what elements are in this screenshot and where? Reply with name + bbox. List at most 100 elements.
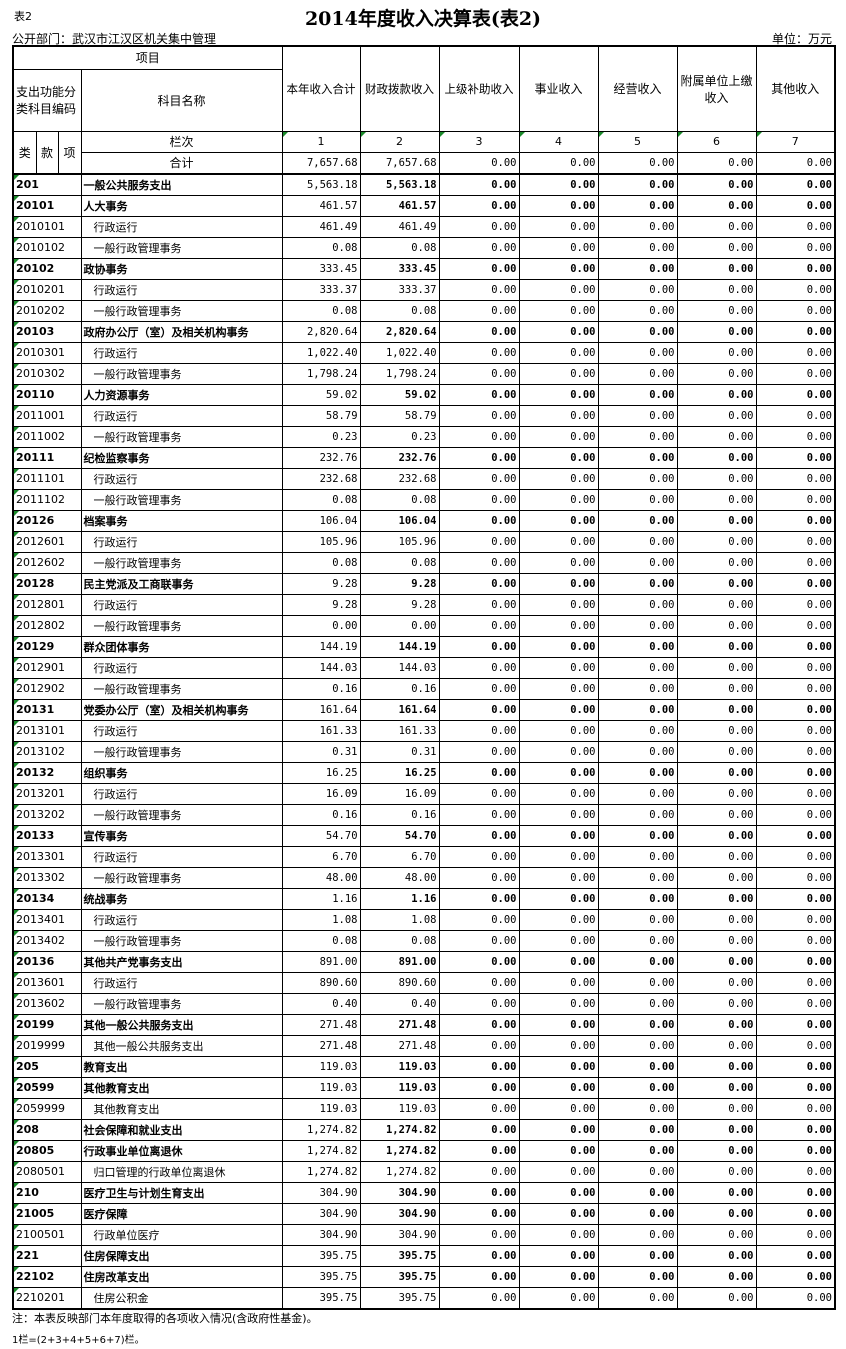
table-row: 2010201 行政运行 333.37 333.37 0.00 0.00 0.00 0.00 0… xyxy=(12,278,836,301)
subject-name: 行政运行 xyxy=(80,278,283,301)
total-income: 1,274.82 xyxy=(281,1160,361,1183)
col-header-6: 附属单位上缴收入 xyxy=(676,45,757,132)
subject-code: 208 xyxy=(12,1118,82,1141)
fiscal-income: 161.33 xyxy=(359,719,440,742)
table-row: 21005 医疗保障 304.90 304.90 0.00 0.00 0.00 0.00 0.0… xyxy=(12,1202,836,1225)
table-row: 2012602 一般行政管理事务 0.08 0.08 0.00 0.00 0.00 0.00 0… xyxy=(12,551,836,574)
other-income: 0.00 xyxy=(597,172,678,196)
col-number: 1 xyxy=(281,130,361,153)
other-income: 0.00 xyxy=(755,530,836,553)
other-income: 0.00 xyxy=(597,614,678,637)
subject-name: 一般行政管理事务 xyxy=(80,236,283,259)
other-income: 0.00 xyxy=(518,971,599,994)
total-income: 16.09 xyxy=(281,782,361,805)
department-label: 公开部门：武汉市江汉区机关集中管理 xyxy=(12,32,217,46)
subject-code: 2011102 xyxy=(12,488,82,511)
lanci-label: 栏次 xyxy=(80,130,283,153)
total-income: 271.48 xyxy=(281,1034,361,1057)
other-income: 0.00 xyxy=(518,172,599,196)
footnote-formula: 1栏=(2+3+4+5+6+7)栏。 xyxy=(12,1335,145,1346)
other-income: 0.00 xyxy=(438,1097,520,1120)
fiscal-income: 58.79 xyxy=(359,404,440,427)
other-income: 0.00 xyxy=(518,1013,599,1036)
subject-code: 20128 xyxy=(12,572,82,595)
table-row: 20128 民主党派及工商联事务 9.28 9.28 0.00 0.00 0.00 0.00 0… xyxy=(12,572,836,595)
other-income: 0.00 xyxy=(676,719,757,742)
fiscal-income: 461.57 xyxy=(359,194,440,217)
total-income: 5,563.18 xyxy=(281,172,361,196)
other-income: 0.00 xyxy=(518,488,599,511)
other-income: 0.00 xyxy=(755,341,836,364)
other-income: 0.00 xyxy=(438,1118,520,1141)
other-income: 0.00 xyxy=(518,1286,599,1309)
other-income: 0.00 xyxy=(518,740,599,763)
table-row: 2012902 一般行政管理事务 0.16 0.16 0.00 0.00 0.00 0.00 0… xyxy=(12,677,836,700)
other-income: 0.00 xyxy=(676,1244,757,1267)
table-row: 2013302 一般行政管理事务 48.00 48.00 0.00 0.00 0.00 0.0… xyxy=(12,866,836,889)
other-income: 0.00 xyxy=(438,971,520,994)
other-income: 0.00 xyxy=(676,761,757,784)
other-income: 0.00 xyxy=(676,194,757,217)
other-income: 0.00 xyxy=(438,1160,520,1183)
subject-code: 2013602 xyxy=(12,992,82,1015)
subject-name: 行政运行 xyxy=(80,215,283,238)
table-row: 20131 党委办公厅（室）及相关机构事务 161.64 161.64 0.00 0.00… xyxy=(12,698,836,721)
other-income: 0.00 xyxy=(597,1118,678,1141)
income-table: 项目 本年收入合计 财政拨款收入 上级补助收入 事业收入 经营收入 附属单位上缴… xyxy=(12,45,837,1310)
subject-name: 行政运行 xyxy=(80,719,283,742)
table-row: 221 住房保障支出 395.75 395.75 0.00 0.00 0.00 0.00 0.0… xyxy=(12,1244,836,1267)
other-income: 0.00 xyxy=(676,446,757,469)
col-header-3: 上级补助收入 xyxy=(438,45,520,132)
total-income: 304.90 xyxy=(281,1223,361,1246)
subject-name: 教育支出 xyxy=(80,1055,283,1078)
other-income: 0.00 xyxy=(676,1223,757,1246)
other-income: 0.00 xyxy=(755,236,836,259)
other-income: 0.00 xyxy=(518,572,599,595)
other-income: 0.00 xyxy=(597,194,678,217)
table-row: 2210201 住房公积金 395.75 395.75 0.00 0.00 0.00 0.00… xyxy=(12,1286,836,1309)
other-income: 0.00 xyxy=(518,1265,599,1288)
other-income: 0.00 xyxy=(676,299,757,322)
subject-code: 2013601 xyxy=(12,971,82,994)
total-income: 0.23 xyxy=(281,425,361,448)
table-row: 20101 人大事务 461.57 461.57 0.00 0.00 0.00 0.00 0.0… xyxy=(12,194,836,217)
total-income: 890.60 xyxy=(281,971,361,994)
table-row: 2010102 一般行政管理事务 0.08 0.08 0.00 0.00 0.00 0.00 0… xyxy=(12,236,836,259)
other-income: 0.00 xyxy=(597,782,678,805)
other-income: 0.00 xyxy=(597,404,678,427)
total-income: 1.08 xyxy=(281,908,361,931)
other-income: 0.00 xyxy=(755,320,836,343)
table-row: 210 医疗卫生与计划生育支出 304.90 304.90 0.00 0.00 0.00 0.… xyxy=(12,1181,836,1204)
table-row: 2080501 归口管理的行政单位离退休 1,274.82 1,274.82 0.00 0… xyxy=(12,1160,836,1183)
total-income: 144.03 xyxy=(281,656,361,679)
fiscal-income: 333.45 xyxy=(359,257,440,280)
other-income: 0.00 xyxy=(597,1160,678,1183)
other-income: 0.00 xyxy=(518,1139,599,1162)
other-income: 0.00 xyxy=(676,740,757,763)
subject-name: 人大事务 xyxy=(80,194,283,217)
total-income: 2,820.64 xyxy=(281,320,361,343)
total-income: 461.57 xyxy=(281,194,361,217)
other-income: 0.00 xyxy=(438,1244,520,1267)
total-income: 0.08 xyxy=(281,299,361,322)
other-income: 0.00 xyxy=(676,530,757,553)
subject-name: 行政运行 xyxy=(80,404,283,427)
subject-name: 行政运行 xyxy=(80,341,283,364)
subject-code: 2013202 xyxy=(12,803,82,826)
other-income: 0.00 xyxy=(518,278,599,301)
other-income: 0.00 xyxy=(755,425,836,448)
total-income: 161.64 xyxy=(281,698,361,721)
other-income: 0.00 xyxy=(438,446,520,469)
other-income: 0.00 xyxy=(597,1013,678,1036)
page-title: 2014年度收入决算表(表2) xyxy=(304,8,542,30)
table-row: 2010301 行政运行 1,022.40 1,022.40 0.00 0.00 0.00 0… xyxy=(12,341,836,364)
subject-code: 2013301 xyxy=(12,845,82,868)
subject-code: 2013402 xyxy=(12,929,82,952)
total-income: 1.16 xyxy=(281,887,361,910)
subject-code: 2019999 xyxy=(12,1034,82,1057)
col-header-4: 事业收入 xyxy=(518,45,599,132)
subject-name: 一般行政管理事务 xyxy=(80,299,283,322)
fiscal-income: 395.75 xyxy=(359,1244,440,1267)
other-income: 0.00 xyxy=(518,593,599,616)
other-income: 0.00 xyxy=(755,488,836,511)
